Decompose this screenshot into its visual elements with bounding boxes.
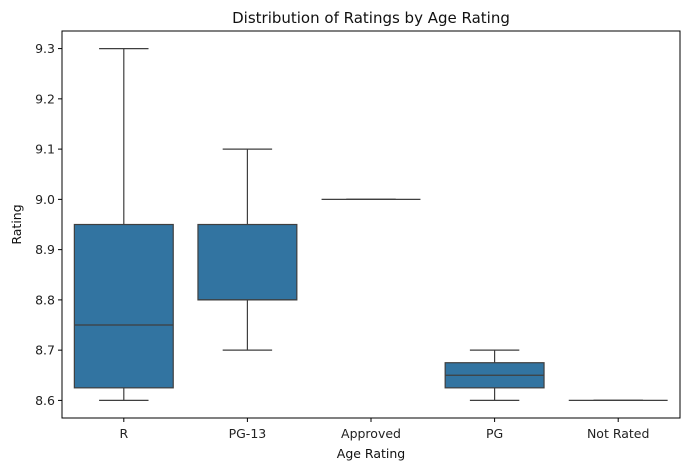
y-axis-title: Rating: [9, 204, 24, 244]
y-tick-label: 8.8: [35, 292, 55, 307]
box-pg-13: [197, 148, 298, 351]
x-tick-label: Approved: [341, 426, 401, 441]
x-tick-label: PG: [486, 426, 503, 441]
x-tick-label: Not Rated: [587, 426, 649, 441]
x-axis: R PG-13 Approved PG Not Rated: [119, 418, 649, 441]
y-tick-label: 8.7: [35, 343, 55, 358]
y-tick-label: 8.6: [35, 393, 55, 408]
y-axis: 8.6 8.7 8.8 8.9 9.0 9.1 9.2 9.3: [35, 41, 62, 408]
iqr-box: [73, 223, 174, 389]
box-r: [73, 47, 174, 402]
y-tick-label: 9.0: [35, 192, 55, 207]
iqr-box: [197, 223, 298, 301]
y-tick-label: 9.3: [35, 41, 55, 56]
y-tick-label: 9.1: [35, 142, 55, 157]
x-tick-label: R: [119, 426, 128, 441]
box-pg: [444, 349, 545, 402]
x-axis-title: Age Rating: [337, 446, 405, 461]
chart-title: Distribution of Ratings by Age Rating: [232, 9, 510, 27]
y-tick-label: 8.9: [35, 242, 55, 257]
x-tick-label: PG-13: [229, 426, 267, 441]
y-tick-label: 9.2: [35, 91, 55, 106]
plot-area: [73, 47, 668, 402]
